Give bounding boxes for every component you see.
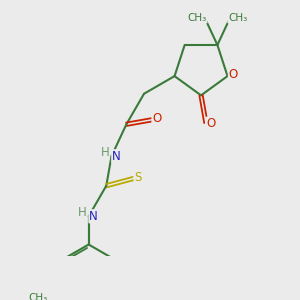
- Text: N: N: [89, 210, 98, 223]
- Text: N: N: [112, 150, 121, 163]
- Text: H: H: [100, 146, 109, 159]
- Text: O: O: [229, 68, 238, 81]
- Text: CH₃: CH₃: [188, 13, 207, 23]
- Text: S: S: [134, 171, 142, 184]
- Text: CH₃: CH₃: [28, 293, 48, 300]
- Text: H: H: [78, 206, 86, 219]
- Text: O: O: [206, 117, 215, 130]
- Text: CH₃: CH₃: [228, 13, 247, 23]
- Text: O: O: [152, 112, 161, 125]
